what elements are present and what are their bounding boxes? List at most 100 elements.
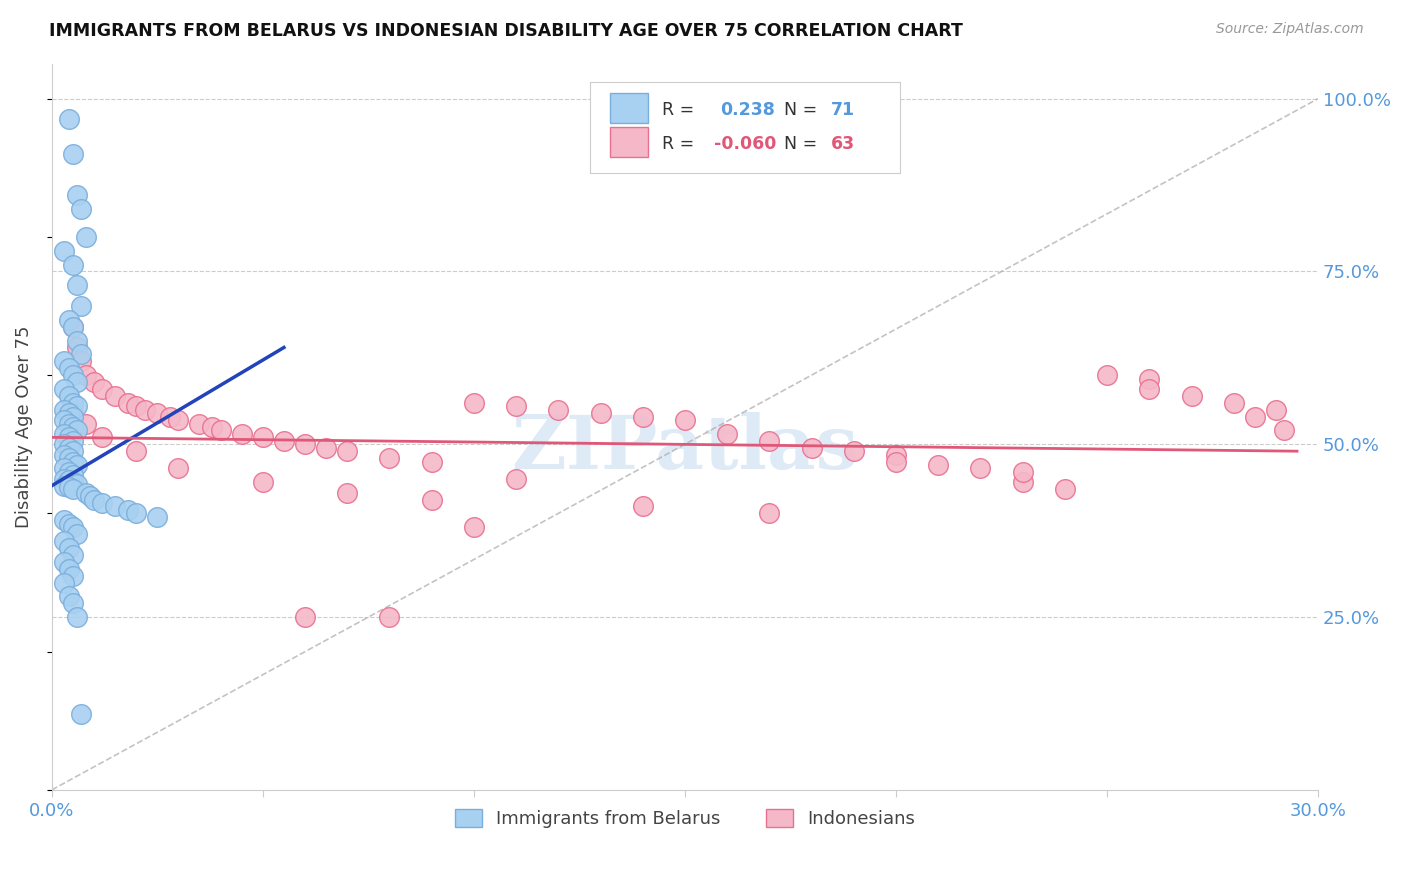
Point — [53, 472, 76, 486]
Point — [117, 503, 139, 517]
Point — [75, 368, 97, 383]
Point — [420, 454, 443, 468]
Point — [58, 112, 80, 127]
Point — [167, 461, 190, 475]
Point — [716, 426, 738, 441]
Point — [58, 473, 80, 487]
Point — [62, 596, 84, 610]
Point — [117, 396, 139, 410]
Point — [70, 347, 93, 361]
Point — [62, 454, 84, 468]
Point — [53, 479, 76, 493]
Point — [231, 426, 253, 441]
Point — [70, 706, 93, 721]
Point — [79, 489, 101, 503]
Point — [53, 244, 76, 258]
Point — [70, 354, 93, 368]
Point — [75, 417, 97, 431]
Point — [66, 610, 89, 624]
Point — [66, 424, 89, 438]
Point — [62, 396, 84, 410]
Point — [336, 444, 359, 458]
Point — [70, 202, 93, 217]
Point — [62, 409, 84, 424]
Point — [66, 399, 89, 413]
Point — [188, 417, 211, 431]
Point — [146, 509, 169, 524]
Point — [125, 399, 148, 413]
Point — [62, 468, 84, 483]
Point — [631, 409, 654, 424]
Point — [53, 513, 76, 527]
Text: IMMIGRANTS FROM BELARUS VS INDONESIAN DISABILITY AGE OVER 75 CORRELATION CHART: IMMIGRANTS FROM BELARUS VS INDONESIAN DI… — [49, 22, 963, 40]
Point — [83, 492, 105, 507]
Point — [53, 575, 76, 590]
Point — [53, 413, 76, 427]
Point — [1264, 402, 1286, 417]
Point — [62, 482, 84, 496]
Point — [842, 444, 865, 458]
Point — [209, 424, 232, 438]
Point — [62, 147, 84, 161]
Point — [1011, 475, 1033, 490]
Point — [53, 354, 76, 368]
Text: R =: R = — [662, 135, 695, 153]
Point — [62, 406, 84, 420]
FancyBboxPatch shape — [610, 93, 648, 123]
Point — [201, 420, 224, 434]
Point — [66, 477, 89, 491]
Point — [125, 444, 148, 458]
Point — [673, 413, 696, 427]
Point — [62, 520, 84, 534]
Point — [969, 461, 991, 475]
Point — [1053, 482, 1076, 496]
Point — [58, 430, 80, 444]
Point — [53, 448, 76, 462]
Point — [58, 516, 80, 531]
Point — [1011, 465, 1033, 479]
Point — [927, 458, 949, 472]
Point — [83, 375, 105, 389]
Point — [315, 441, 337, 455]
Point — [252, 475, 274, 490]
Point — [758, 507, 780, 521]
Point — [104, 500, 127, 514]
Text: N =: N = — [783, 101, 817, 119]
Text: ZIPatlas: ZIPatlas — [512, 412, 859, 485]
Point — [1180, 389, 1202, 403]
Point — [66, 527, 89, 541]
Point — [62, 444, 84, 458]
Point — [53, 382, 76, 396]
Point — [62, 434, 84, 448]
Point — [58, 406, 80, 420]
Point — [547, 402, 569, 417]
Point — [62, 568, 84, 582]
Text: R =: R = — [662, 101, 695, 119]
Point — [58, 562, 80, 576]
Point — [463, 520, 485, 534]
Point — [62, 258, 84, 272]
Point — [66, 341, 89, 355]
Point — [62, 368, 84, 383]
Y-axis label: Disability Age Over 75: Disability Age Over 75 — [15, 326, 32, 528]
Point — [91, 430, 114, 444]
Point — [1137, 371, 1160, 385]
Point — [294, 437, 316, 451]
Point — [273, 434, 295, 448]
Text: -0.060: -0.060 — [714, 135, 776, 153]
Point — [91, 496, 114, 510]
Point — [91, 382, 114, 396]
Point — [800, 441, 823, 455]
Point — [336, 485, 359, 500]
Point — [53, 437, 76, 451]
Point — [884, 448, 907, 462]
Point — [1272, 424, 1295, 438]
Point — [378, 610, 401, 624]
Text: 0.238: 0.238 — [720, 101, 775, 119]
Point — [58, 313, 80, 327]
Point — [589, 406, 612, 420]
Point — [66, 458, 89, 472]
Point — [53, 426, 76, 441]
Point — [58, 389, 80, 403]
Point — [58, 417, 80, 431]
